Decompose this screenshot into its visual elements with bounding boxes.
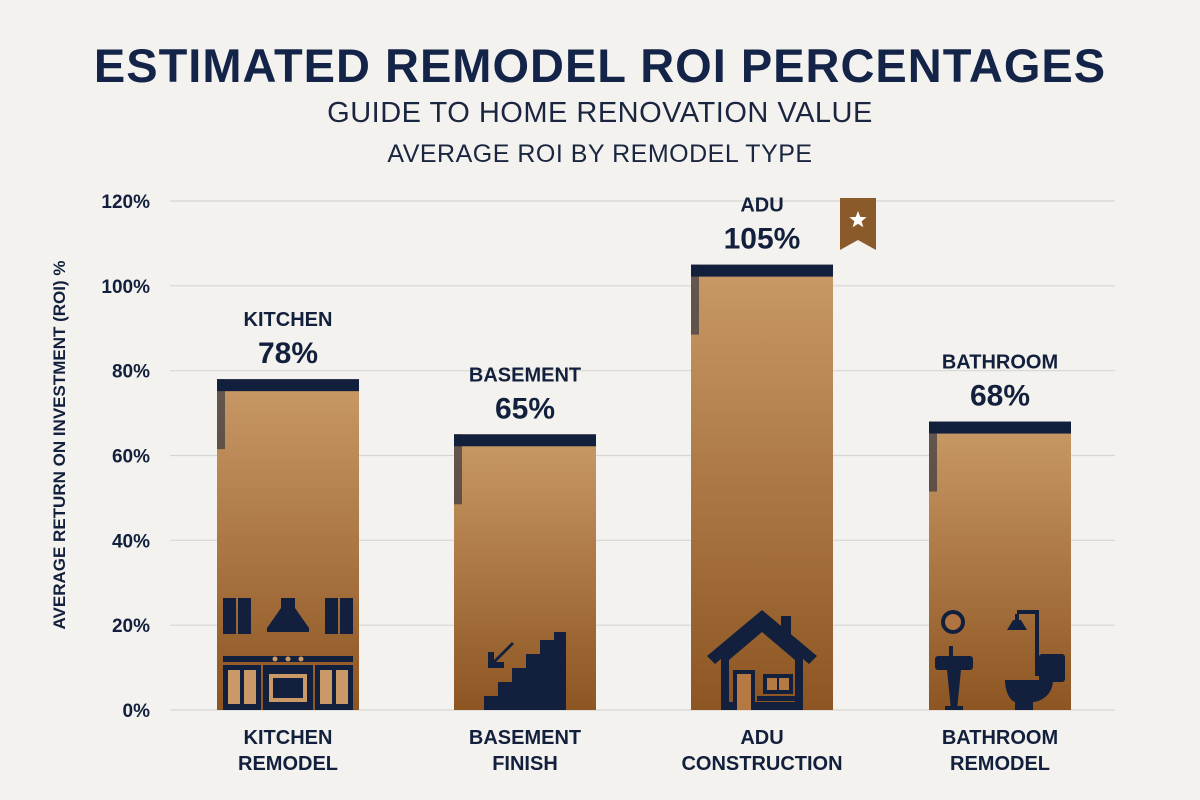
y-tick-label: 40% (112, 531, 150, 552)
chart-subtitle-secondary: AVERAGE ROI BY REMODEL TYPE (387, 140, 813, 168)
bar-value-label: 68% (970, 380, 1030, 413)
y-tick-label: 0% (123, 701, 151, 722)
x-category-label: REMODEL (950, 753, 1050, 775)
bar (691, 264, 833, 710)
bar-group (929, 421, 1071, 710)
x-category-label: REMODEL (238, 753, 338, 775)
bar-cap (454, 434, 596, 447)
bars (217, 264, 1071, 710)
bar-value-label: 65% (495, 392, 555, 425)
x-category-label: ADU (740, 727, 783, 749)
bar-cap (929, 421, 1071, 434)
bar-shadow-edge (929, 421, 937, 492)
bar-value-label: 78% (258, 337, 318, 370)
bar-name-label: KITCHEN (244, 309, 333, 331)
chart-title: ESTIMATED REMODEL ROI PERCENTAGES (93, 39, 1107, 92)
bar-shadow-edge (691, 264, 699, 335)
x-category-label: BATHROOM (942, 727, 1058, 749)
bar-cap (691, 264, 833, 277)
bar-shadow-edge (217, 379, 225, 450)
bar-value-label: 105% (724, 223, 801, 256)
bar-name-label: BATHROOM (942, 352, 1058, 374)
y-tick-label: 120% (101, 192, 150, 213)
bar-shadow-edge (454, 434, 462, 505)
y-axis-ticks: 0% 20% 40% 60% 80% 100% 120% (101, 192, 150, 722)
category-labels: KITCHEN REMODEL BASEMENT FINISH ADU CONSTRUCT… (238, 727, 1058, 775)
bar-group (217, 379, 359, 710)
y-axis-label: AVERAGE RETURN ON INVESTMENT (ROI) % (50, 261, 69, 630)
star-ribbon-icon (840, 198, 876, 250)
y-tick-label: 100% (101, 277, 150, 298)
bar-group (454, 434, 596, 710)
bar-name-label: BASEMENT (469, 364, 581, 386)
x-category-label: CONSTRUCTION (681, 753, 842, 775)
bar-labels: KITCHEN 78% BASEMENT 65% ADU 105% BATHROOM 68% (244, 195, 1059, 426)
bar (454, 434, 596, 710)
bar-cap (217, 379, 359, 392)
bar-group (691, 264, 833, 710)
x-category-label: FINISH (492, 753, 558, 775)
chart-subtitle: GUIDE TO HOME RENOVATION VALUE (327, 97, 873, 129)
bar-name-label: ADU (740, 195, 783, 217)
y-tick-label: 80% (112, 362, 150, 383)
y-tick-label: 20% (112, 616, 150, 637)
x-category-label: BASEMENT (469, 727, 581, 749)
y-tick-label: 60% (112, 447, 150, 468)
bar (217, 379, 359, 710)
x-category-label: KITCHEN (244, 727, 333, 749)
